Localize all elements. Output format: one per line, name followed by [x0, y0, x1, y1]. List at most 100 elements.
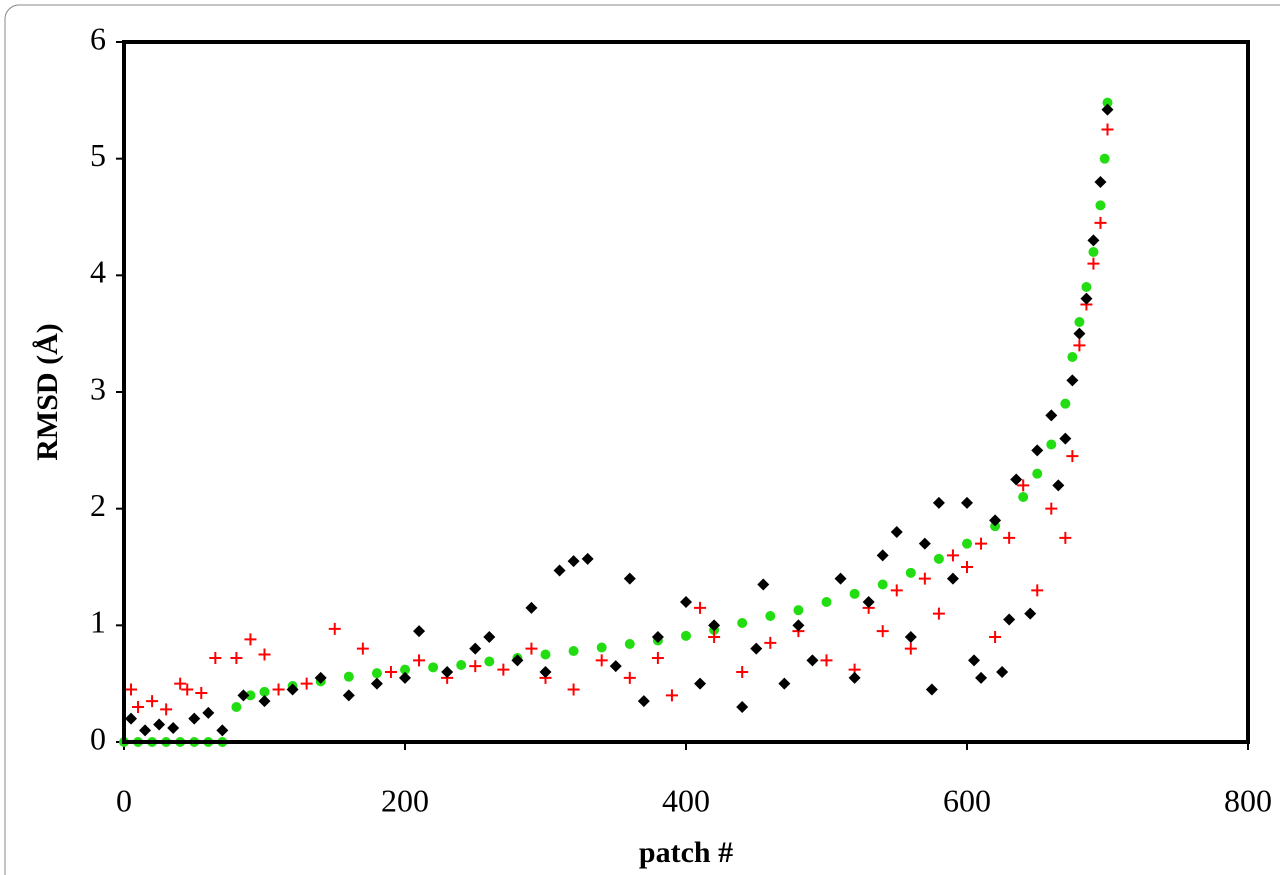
point [1018, 492, 1029, 502]
point [244, 633, 257, 646]
point [792, 619, 805, 632]
point [568, 646, 579, 656]
point [167, 722, 180, 734]
point [680, 596, 692, 608]
point [469, 660, 482, 673]
point [708, 619, 721, 632]
point [637, 695, 650, 708]
point [961, 496, 973, 509]
y-tick-label: 6 [90, 20, 106, 56]
point [1094, 176, 1107, 188]
point [258, 648, 271, 661]
x-tick-label: 0 [116, 782, 132, 818]
point [904, 642, 917, 655]
point [125, 683, 138, 696]
point [1010, 473, 1023, 486]
point [469, 642, 482, 655]
x-tick-label: 200 [381, 782, 429, 818]
point [1003, 531, 1016, 544]
point [596, 642, 607, 653]
point [160, 703, 173, 716]
point [259, 686, 270, 697]
point [413, 625, 426, 638]
point [384, 666, 397, 678]
point [497, 663, 510, 676]
point [216, 724, 229, 737]
point [708, 631, 721, 643]
point [968, 654, 981, 667]
point [1087, 234, 1100, 247]
point [1081, 282, 1092, 292]
point [989, 514, 1002, 527]
point [342, 689, 355, 702]
point [525, 601, 538, 614]
point [975, 537, 988, 550]
point [975, 671, 988, 684]
point [525, 642, 538, 655]
point [946, 572, 959, 585]
point [483, 631, 496, 643]
point [1066, 450, 1079, 463]
point [1003, 613, 1016, 626]
point [258, 695, 271, 708]
point [125, 712, 138, 725]
point [300, 677, 313, 690]
point [651, 631, 664, 643]
point [834, 572, 847, 585]
point [188, 712, 201, 725]
point [567, 683, 580, 696]
point [624, 639, 635, 649]
point [456, 660, 467, 670]
point [1059, 531, 1072, 544]
point [736, 666, 749, 678]
point [1102, 97, 1113, 108]
point [989, 631, 1002, 643]
point [1031, 444, 1044, 457]
point [820, 654, 833, 667]
point [371, 668, 382, 679]
point [736, 701, 749, 713]
point [905, 567, 916, 578]
point [821, 597, 832, 607]
plot-frame [122, 40, 1250, 744]
point [1073, 327, 1086, 340]
point [890, 584, 903, 597]
point [328, 622, 341, 635]
point [1099, 153, 1110, 164]
point [1094, 216, 1107, 229]
point [181, 683, 194, 696]
point [1080, 292, 1093, 305]
point [230, 652, 243, 664]
point [314, 671, 327, 684]
point [272, 683, 285, 696]
point [484, 656, 495, 667]
point [996, 666, 1009, 678]
point [665, 689, 678, 702]
y-tick-label: 3 [90, 370, 106, 406]
point [765, 611, 776, 621]
point [925, 683, 938, 696]
point [399, 671, 411, 684]
point [1073, 339, 1086, 352]
point [757, 578, 770, 591]
point [651, 652, 664, 664]
point [764, 636, 777, 649]
point [174, 677, 187, 690]
point [356, 642, 369, 655]
point [849, 588, 860, 599]
point [1017, 479, 1030, 492]
point [961, 561, 973, 573]
point [1101, 103, 1114, 116]
point [918, 537, 931, 550]
y-axis-label: RMSD (Å) [31, 323, 64, 460]
x-axis-label: patch # [639, 836, 733, 869]
point [400, 664, 410, 675]
point [806, 654, 819, 667]
point [623, 671, 636, 684]
point [153, 718, 166, 731]
y-tick-label: 2 [90, 487, 106, 523]
point [946, 549, 959, 562]
point [511, 654, 524, 667]
point [876, 625, 889, 638]
